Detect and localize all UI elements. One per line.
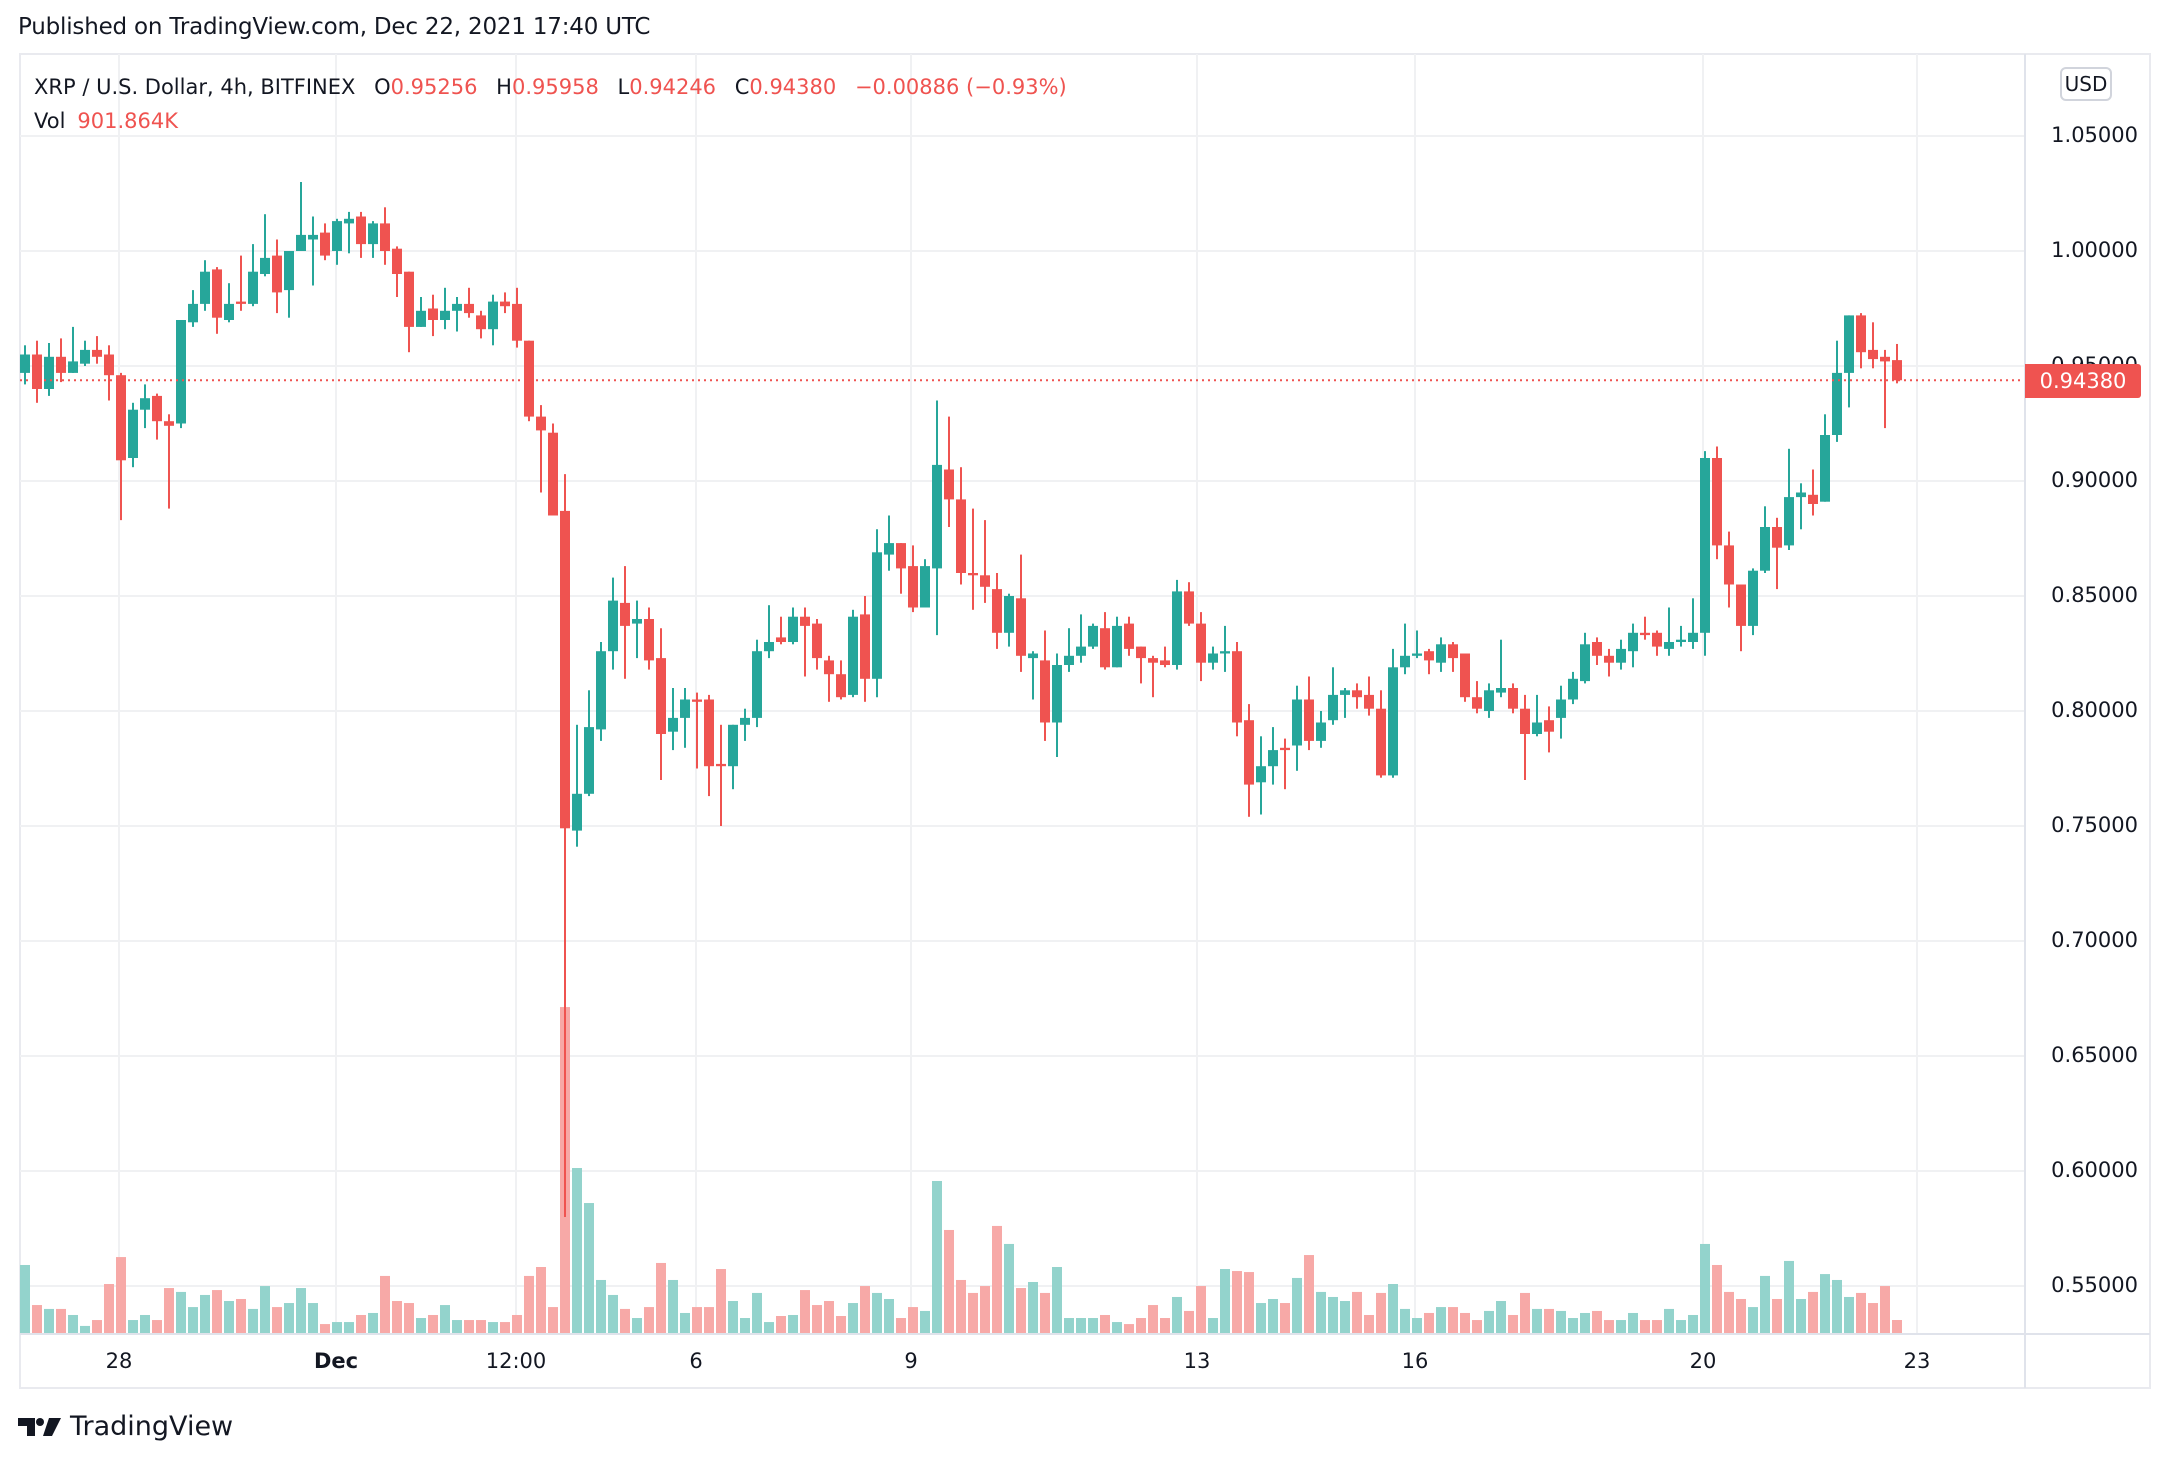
price-tick-label: 0.60000	[2051, 1158, 2138, 1182]
volume-value: 901.864K	[77, 109, 179, 133]
price-tick-label: 0.70000	[2051, 928, 2138, 952]
candlesticks	[20, 182, 1902, 1217]
tradingview-logo[interactable]: TradingView	[18, 1411, 233, 1442]
symbol-title[interactable]: XRP / U.S. Dollar, 4h, BITFINEX	[34, 75, 356, 99]
time-tick-label: 6	[689, 1349, 703, 1373]
price-tick-label: 0.90000	[2051, 468, 2138, 492]
time-tick-label: 16	[1401, 1349, 1429, 1373]
legend-ohlc-row: XRP / U.S. Dollar, 4h, BITFINEX O0.95256…	[34, 70, 1067, 104]
legend-volume-row: Vol 901.864K	[34, 104, 1067, 138]
change-value: −0.00886 (−0.93%)	[854, 75, 1067, 99]
published-caption: Published on TradingView.com, Dec 22, 20…	[18, 14, 651, 40]
close-label: C	[734, 75, 750, 99]
price-tick-label: 0.55000	[2051, 1273, 2138, 1297]
tradingview-logo-icon	[18, 1417, 61, 1436]
price-tick-label: 1.05000	[2051, 123, 2138, 147]
legend: XRP / U.S. Dollar, 4h, BITFINEX O0.95256…	[34, 70, 1067, 138]
chart-frame	[19, 53, 2151, 1389]
price-tick-label: 1.00000	[2051, 238, 2138, 262]
grid-lines	[20, 54, 2025, 1334]
price-tick-label: 0.85000	[2051, 583, 2138, 607]
last-price-label: 0.94380	[2025, 364, 2141, 398]
price-tick-label: 0.75000	[2051, 813, 2138, 837]
price-tick-label: 0.65000	[2051, 1043, 2138, 1067]
time-tick-label: Dec	[313, 1349, 359, 1373]
volume-label: Vol	[34, 109, 66, 133]
price-tick-label: 0.80000	[2051, 698, 2138, 722]
time-tick-label: 12:00	[485, 1349, 547, 1373]
open-label: O	[374, 75, 391, 99]
time-tick-label: 9	[904, 1349, 918, 1373]
high-label: H	[496, 75, 512, 99]
low-value: 0.94246	[629, 75, 717, 99]
close-value: 0.94380	[749, 75, 837, 99]
currency-button[interactable]: USD	[2060, 67, 2112, 101]
tradingview-wordmark: TradingView	[70, 1411, 234, 1442]
low-label: L	[617, 75, 630, 99]
time-tick-label: 23	[1903, 1349, 1931, 1373]
open-value: 0.95256	[390, 75, 478, 99]
time-tick-label: 13	[1183, 1349, 1211, 1373]
time-tick-label: 20	[1689, 1349, 1717, 1373]
time-tick-label: 28	[105, 1349, 133, 1373]
high-value: 0.95958	[511, 75, 599, 99]
